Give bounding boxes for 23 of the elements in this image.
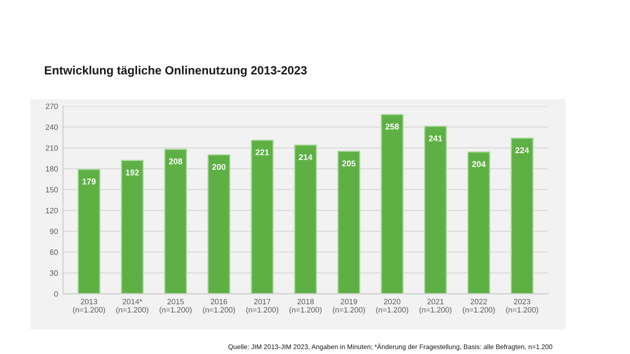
data-label: 179 xyxy=(82,178,96,184)
data-label: 192 xyxy=(126,170,139,176)
bar xyxy=(337,150,360,294)
data-label: 258 xyxy=(386,124,399,130)
bar xyxy=(380,114,404,294)
bar xyxy=(208,154,230,294)
bar xyxy=(510,138,534,294)
data-label: 224 xyxy=(515,147,530,154)
data-label: 221 xyxy=(256,149,269,156)
data-label: 214 xyxy=(298,154,312,160)
bar xyxy=(164,148,187,294)
data-label: 200 xyxy=(212,164,226,170)
data-label: 205 xyxy=(342,160,356,166)
bar xyxy=(250,140,274,294)
data-label: 204 xyxy=(472,161,486,168)
data-label: 208 xyxy=(168,158,182,164)
bar xyxy=(294,144,317,294)
bar xyxy=(467,152,490,294)
bar xyxy=(120,160,144,294)
bar xyxy=(424,126,447,294)
bar xyxy=(78,168,100,294)
chart-title: Entwicklung tägliche Onlinenutzung 2013-2023 xyxy=(44,66,307,77)
data-label: 241 xyxy=(428,135,442,142)
